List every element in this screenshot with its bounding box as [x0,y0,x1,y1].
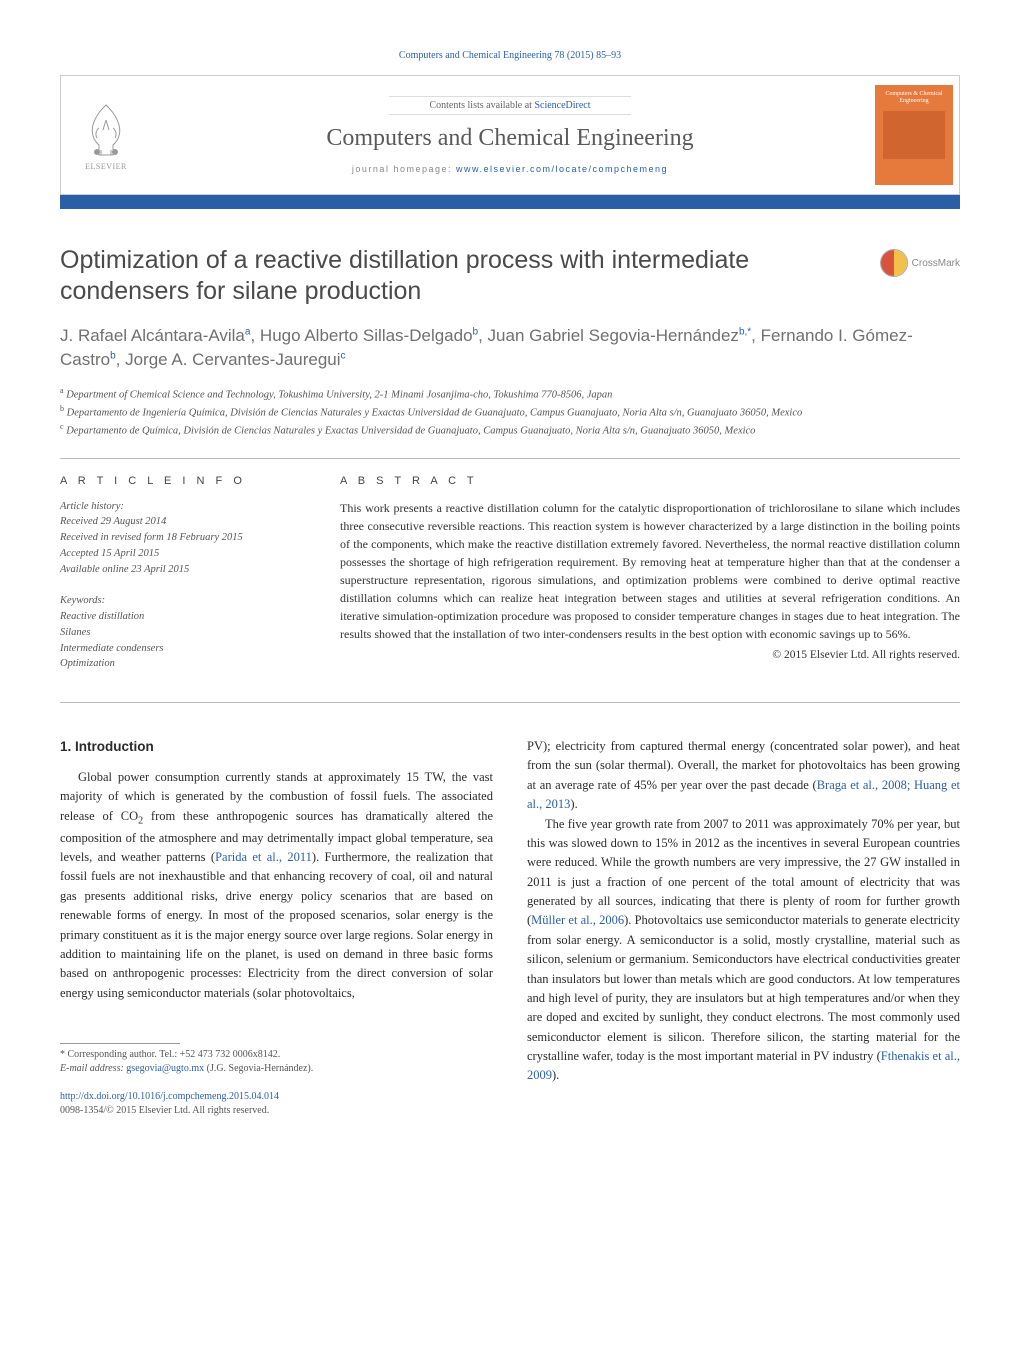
header-center: Contents lists available at ScienceDirec… [151,76,869,194]
abstract-label: A B S T R A C T [340,475,960,487]
affiliations-block: a Department of Chemical Science and Tec… [60,385,960,440]
abstract-column: A B S T R A C T This work presents a rea… [340,475,960,689]
history-online: Available online 23 April 2015 [60,562,300,578]
corresponding-line: * Corresponding author. Tel.: +52 473 73… [60,1048,493,1062]
history-revised: Received in revised form 18 February 201… [60,530,300,546]
contents-prefix: Contents lists available at [429,100,534,111]
body-p2: PV); electricity from captured thermal e… [527,737,960,815]
divider-bottom [60,702,960,703]
cover-title-text: Computers & Chemical Engineering [879,91,949,105]
corresponding-author-footnote: * Corresponding author. Tel.: +52 473 73… [60,1048,493,1076]
affiliation-line: b Departamento de Ingeniería Química, Di… [60,403,960,421]
keyword-item: Intermediate condensers [60,641,300,657]
cover-image-placeholder [883,111,945,159]
body-column-left: 1. Introduction Global power consumption… [60,737,493,1118]
journal-homepage-line: journal homepage: www.elsevier.com/locat… [352,164,668,174]
doi-block: http://dx.doi.org/10.1016/j.compchemeng.… [60,1090,493,1118]
contents-available-line: Contents lists available at ScienceDirec… [389,96,630,115]
homepage-link[interactable]: www.elsevier.com/locate/compchemeng [456,164,668,174]
keyword-item: Silanes [60,625,300,641]
footnote-separator [60,1043,180,1044]
journal-ref-link[interactable]: Computers and Chemical Engineering 78 (2… [399,50,621,61]
history-accepted: Accepted 15 April 2015 [60,546,300,562]
history-received: Received 29 August 2014 [60,514,300,530]
email-label: E-mail address: [60,1063,126,1074]
article-info-label: A R T I C L E I N F O [60,475,300,487]
authors-line: J. Rafael Alcántara-Avilaa, Hugo Alberto… [60,324,960,373]
doi-link[interactable]: http://dx.doi.org/10.1016/j.compchemeng.… [60,1091,279,1102]
email-line: E-mail address: gsegovia@ugto.mx (J.G. S… [60,1062,493,1076]
crossmark-icon [880,249,908,277]
keyword-item: Optimization [60,656,300,672]
keyword-item: Reactive distillation [60,609,300,625]
sciencedirect-link[interactable]: ScienceDirect [534,100,590,111]
cover-thumb-cell: Computers & Chemical Engineering [869,76,959,194]
article-info-column: A R T I C L E I N F O Article history: R… [60,475,300,689]
elsevier-tree-icon [81,100,131,160]
title-accent-bar [60,195,960,209]
body-p1: Global power consumption currently stand… [60,768,493,1003]
article-history-block: Article history: Received 29 August 2014… [60,499,300,578]
issn-copyright-line: 0098-1354/© 2015 Elsevier Ltd. All right… [60,1105,269,1116]
keywords-list: Reactive distillationSilanesIntermediate… [60,609,300,672]
section-1-heading: 1. Introduction [60,737,493,758]
affiliation-line: a Department of Chemical Science and Tec… [60,385,960,403]
elsevier-logo[interactable]: ELSEVIER [71,91,141,179]
affiliation-line: c Departamento de Química, División de C… [60,421,960,439]
abstract-text: This work presents a reactive distillati… [340,499,960,643]
crossmark-label: CrossMark [912,258,960,269]
body-two-column: 1. Introduction Global power consumption… [60,737,960,1118]
journal-title: Computers and Chemical Engineering [326,125,693,152]
journal-reference: Computers and Chemical Engineering 78 (2… [60,50,960,61]
publisher-logo-cell: ELSEVIER [61,76,151,194]
journal-header: ELSEVIER Contents lists available at Sci… [60,75,960,195]
journal-cover-thumbnail[interactable]: Computers & Chemical Engineering [875,85,953,185]
keywords-block: Keywords: Reactive distillationSilanesIn… [60,593,300,672]
body-p3: The five year growth rate from 2007 to 2… [527,815,960,1086]
elsevier-wordmark: ELSEVIER [85,162,127,171]
homepage-prefix: journal homepage: [352,164,456,174]
abstract-copyright: © 2015 Elsevier Ltd. All rights reserved… [340,649,960,661]
crossmark-badge[interactable]: CrossMark [880,249,960,277]
corresponding-email-link[interactable]: gsegovia@ugto.mx [126,1063,204,1074]
article-title: Optimization of a reactive distillation … [60,245,862,308]
email-person: (J.G. Segovia-Hernández). [204,1063,313,1074]
keywords-heading: Keywords: [60,593,300,609]
history-heading: Article history: [60,499,300,515]
body-column-right: PV); electricity from captured thermal e… [527,737,960,1118]
